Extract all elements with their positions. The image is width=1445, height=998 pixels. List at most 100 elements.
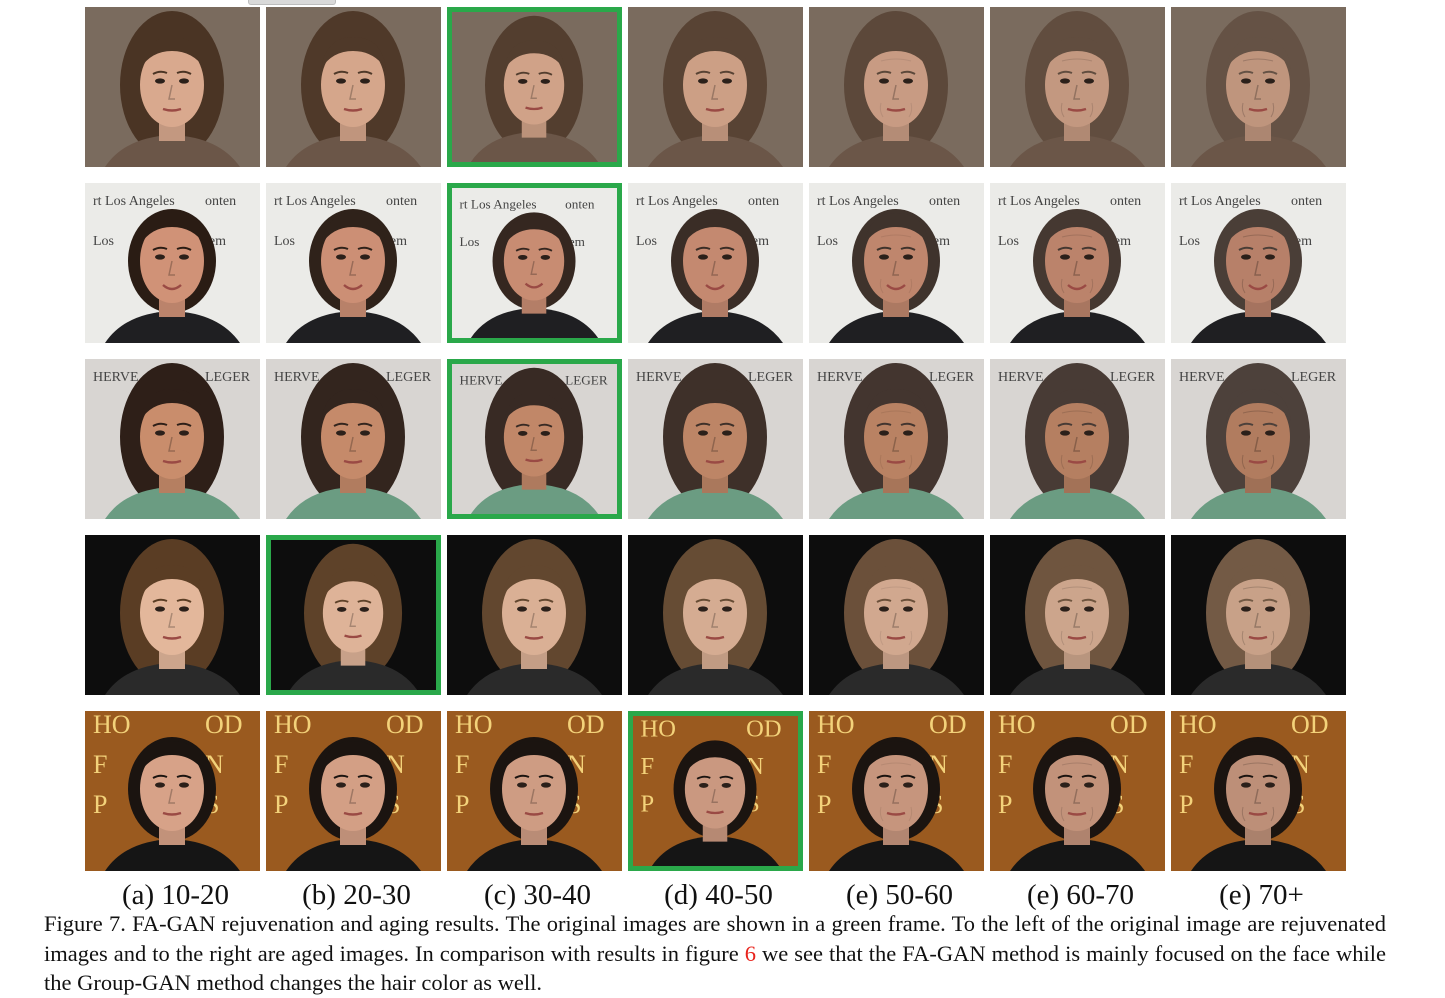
column-label: (c) 30-40 [483, 879, 592, 911]
column-label: (e) 70+ [1219, 879, 1304, 911]
original-face-image: rt Los Angeles onten Los tem [447, 183, 622, 343]
svg-text:HERVE: HERVE [817, 370, 863, 385]
svg-text:HO: HO [998, 711, 1036, 739]
figure-reference-link[interactable]: 6 [744, 940, 757, 966]
svg-text:F: F [1179, 750, 1193, 779]
face-illustration [1171, 535, 1346, 695]
column-label: (d) 40-50 [664, 879, 773, 911]
svg-text:onten: onten [205, 194, 236, 209]
face-illustration: HOODFNPS [633, 716, 798, 866]
aged-face-image [85, 7, 260, 167]
svg-text:rt Los Angeles: rt Los Angeles [636, 194, 718, 209]
image-grid: rt Los Angeles onten Los tem rt Los Angeles o… [85, 7, 1347, 873]
aged-face-image: rt Los Angeles onten Los tem [1171, 183, 1346, 343]
svg-text:HERVE: HERVE [274, 370, 320, 385]
aged-face-image: rt Los Angeles onten Los tem [809, 183, 984, 343]
face-illustration: HERVE LEGER [1171, 359, 1346, 519]
aged-face-image: rt Los Angeles onten Los tem [266, 183, 441, 343]
face-illustration [990, 7, 1165, 167]
svg-text:Los: Los [636, 234, 657, 249]
svg-text:OD: OD [929, 711, 967, 739]
aged-face-image: HOODFNPS [266, 711, 441, 871]
svg-text:LEGER: LEGER [1291, 370, 1337, 385]
svg-text:F: F [455, 750, 469, 779]
svg-text:HO: HO [274, 711, 312, 739]
svg-text:OD: OD [567, 711, 605, 739]
svg-text:P: P [817, 790, 831, 819]
svg-text:Los: Los [817, 234, 838, 249]
aged-face-image [628, 7, 803, 167]
svg-text:F: F [93, 750, 107, 779]
svg-text:F: F [274, 750, 288, 779]
svg-text:Los: Los [998, 234, 1019, 249]
aged-face-image [1171, 7, 1346, 167]
column-label: (e) 50-60 [845, 879, 954, 911]
aged-face-image [990, 535, 1165, 695]
face-illustration: HOODFNPS [809, 711, 984, 871]
face-illustration: HOODFNPS [990, 711, 1165, 871]
aged-face-image [266, 7, 441, 167]
svg-text:HO: HO [93, 711, 131, 739]
svg-text:HO: HO [1179, 711, 1217, 739]
svg-text:Los: Los [1179, 234, 1200, 249]
svg-text:rt Los Angeles: rt Los Angeles [460, 197, 537, 212]
svg-text:P: P [1179, 790, 1193, 819]
face-illustration: HOODFNPS [447, 711, 622, 871]
aged-face-image [990, 7, 1165, 167]
svg-text:onten: onten [748, 194, 779, 209]
svg-text:LEGER: LEGER [929, 370, 975, 385]
caption-text: we see that the FA-GAN method is mainly … [44, 940, 1386, 996]
column-label: (b) 20-30 [302, 879, 411, 911]
svg-text:LEGER: LEGER [386, 370, 432, 385]
scrollbar-thumb[interactable] [248, 0, 336, 5]
face-illustration [628, 7, 803, 167]
face-illustration: HOODFNPS [1171, 711, 1346, 871]
aged-face-image: HERVE LEGER [809, 359, 984, 519]
svg-text:rt Los Angeles: rt Los Angeles [998, 194, 1080, 209]
svg-text:HO: HO [817, 711, 855, 739]
face-illustration [990, 535, 1165, 695]
caption-text: Figure 7. FA-GAN rejuvenation and aging … [44, 911, 1386, 966]
aged-face-image: HOODFNPS [990, 711, 1165, 871]
svg-text:Los: Los [460, 234, 480, 249]
svg-text:OD: OD [1291, 711, 1329, 739]
svg-text:rt Los Angeles: rt Los Angeles [817, 194, 899, 209]
face-illustration: HOODFNPS [266, 711, 441, 871]
aged-face-image: HERVE LEGER [85, 359, 260, 519]
aged-face-image [85, 535, 260, 695]
face-illustration: HERVE LEGER [809, 359, 984, 519]
original-face-image: HOODFNPS [628, 711, 803, 871]
aged-face-image [809, 7, 984, 167]
face-illustration [447, 535, 622, 695]
face-illustration: HERVE LEGER [990, 359, 1165, 519]
original-face-image [447, 7, 622, 167]
face-illustration [1171, 7, 1346, 167]
svg-text:LEGER: LEGER [205, 370, 251, 385]
svg-text:P: P [274, 790, 288, 819]
svg-text:F: F [641, 753, 655, 780]
aged-face-image: HOODFNPS [809, 711, 984, 871]
original-face-image: HERVE LEGER [447, 359, 622, 519]
svg-text:onten: onten [565, 197, 595, 212]
svg-text:HERVE: HERVE [93, 370, 139, 385]
face-illustration [452, 12, 617, 162]
svg-text:Los: Los [274, 234, 295, 249]
svg-text:rt Los Angeles: rt Los Angeles [1179, 194, 1261, 209]
svg-text:OD: OD [205, 711, 243, 739]
svg-text:P: P [93, 790, 107, 819]
face-illustration: HERVE LEGER [266, 359, 441, 519]
svg-text:rt Los Angeles: rt Los Angeles [274, 194, 356, 209]
aged-face-image: HOODFNPS [447, 711, 622, 871]
aged-face-image: HERVE LEGER [628, 359, 803, 519]
svg-text:LEGER: LEGER [1110, 370, 1156, 385]
svg-text:LEGER: LEGER [748, 370, 794, 385]
face-illustration [809, 535, 984, 695]
original-face-image [266, 535, 441, 695]
aged-face-image [447, 535, 622, 695]
column-labels: (a) 10-20 (b) 20-30 (c) 30-40 (d) 40-50 … [85, 878, 1347, 912]
